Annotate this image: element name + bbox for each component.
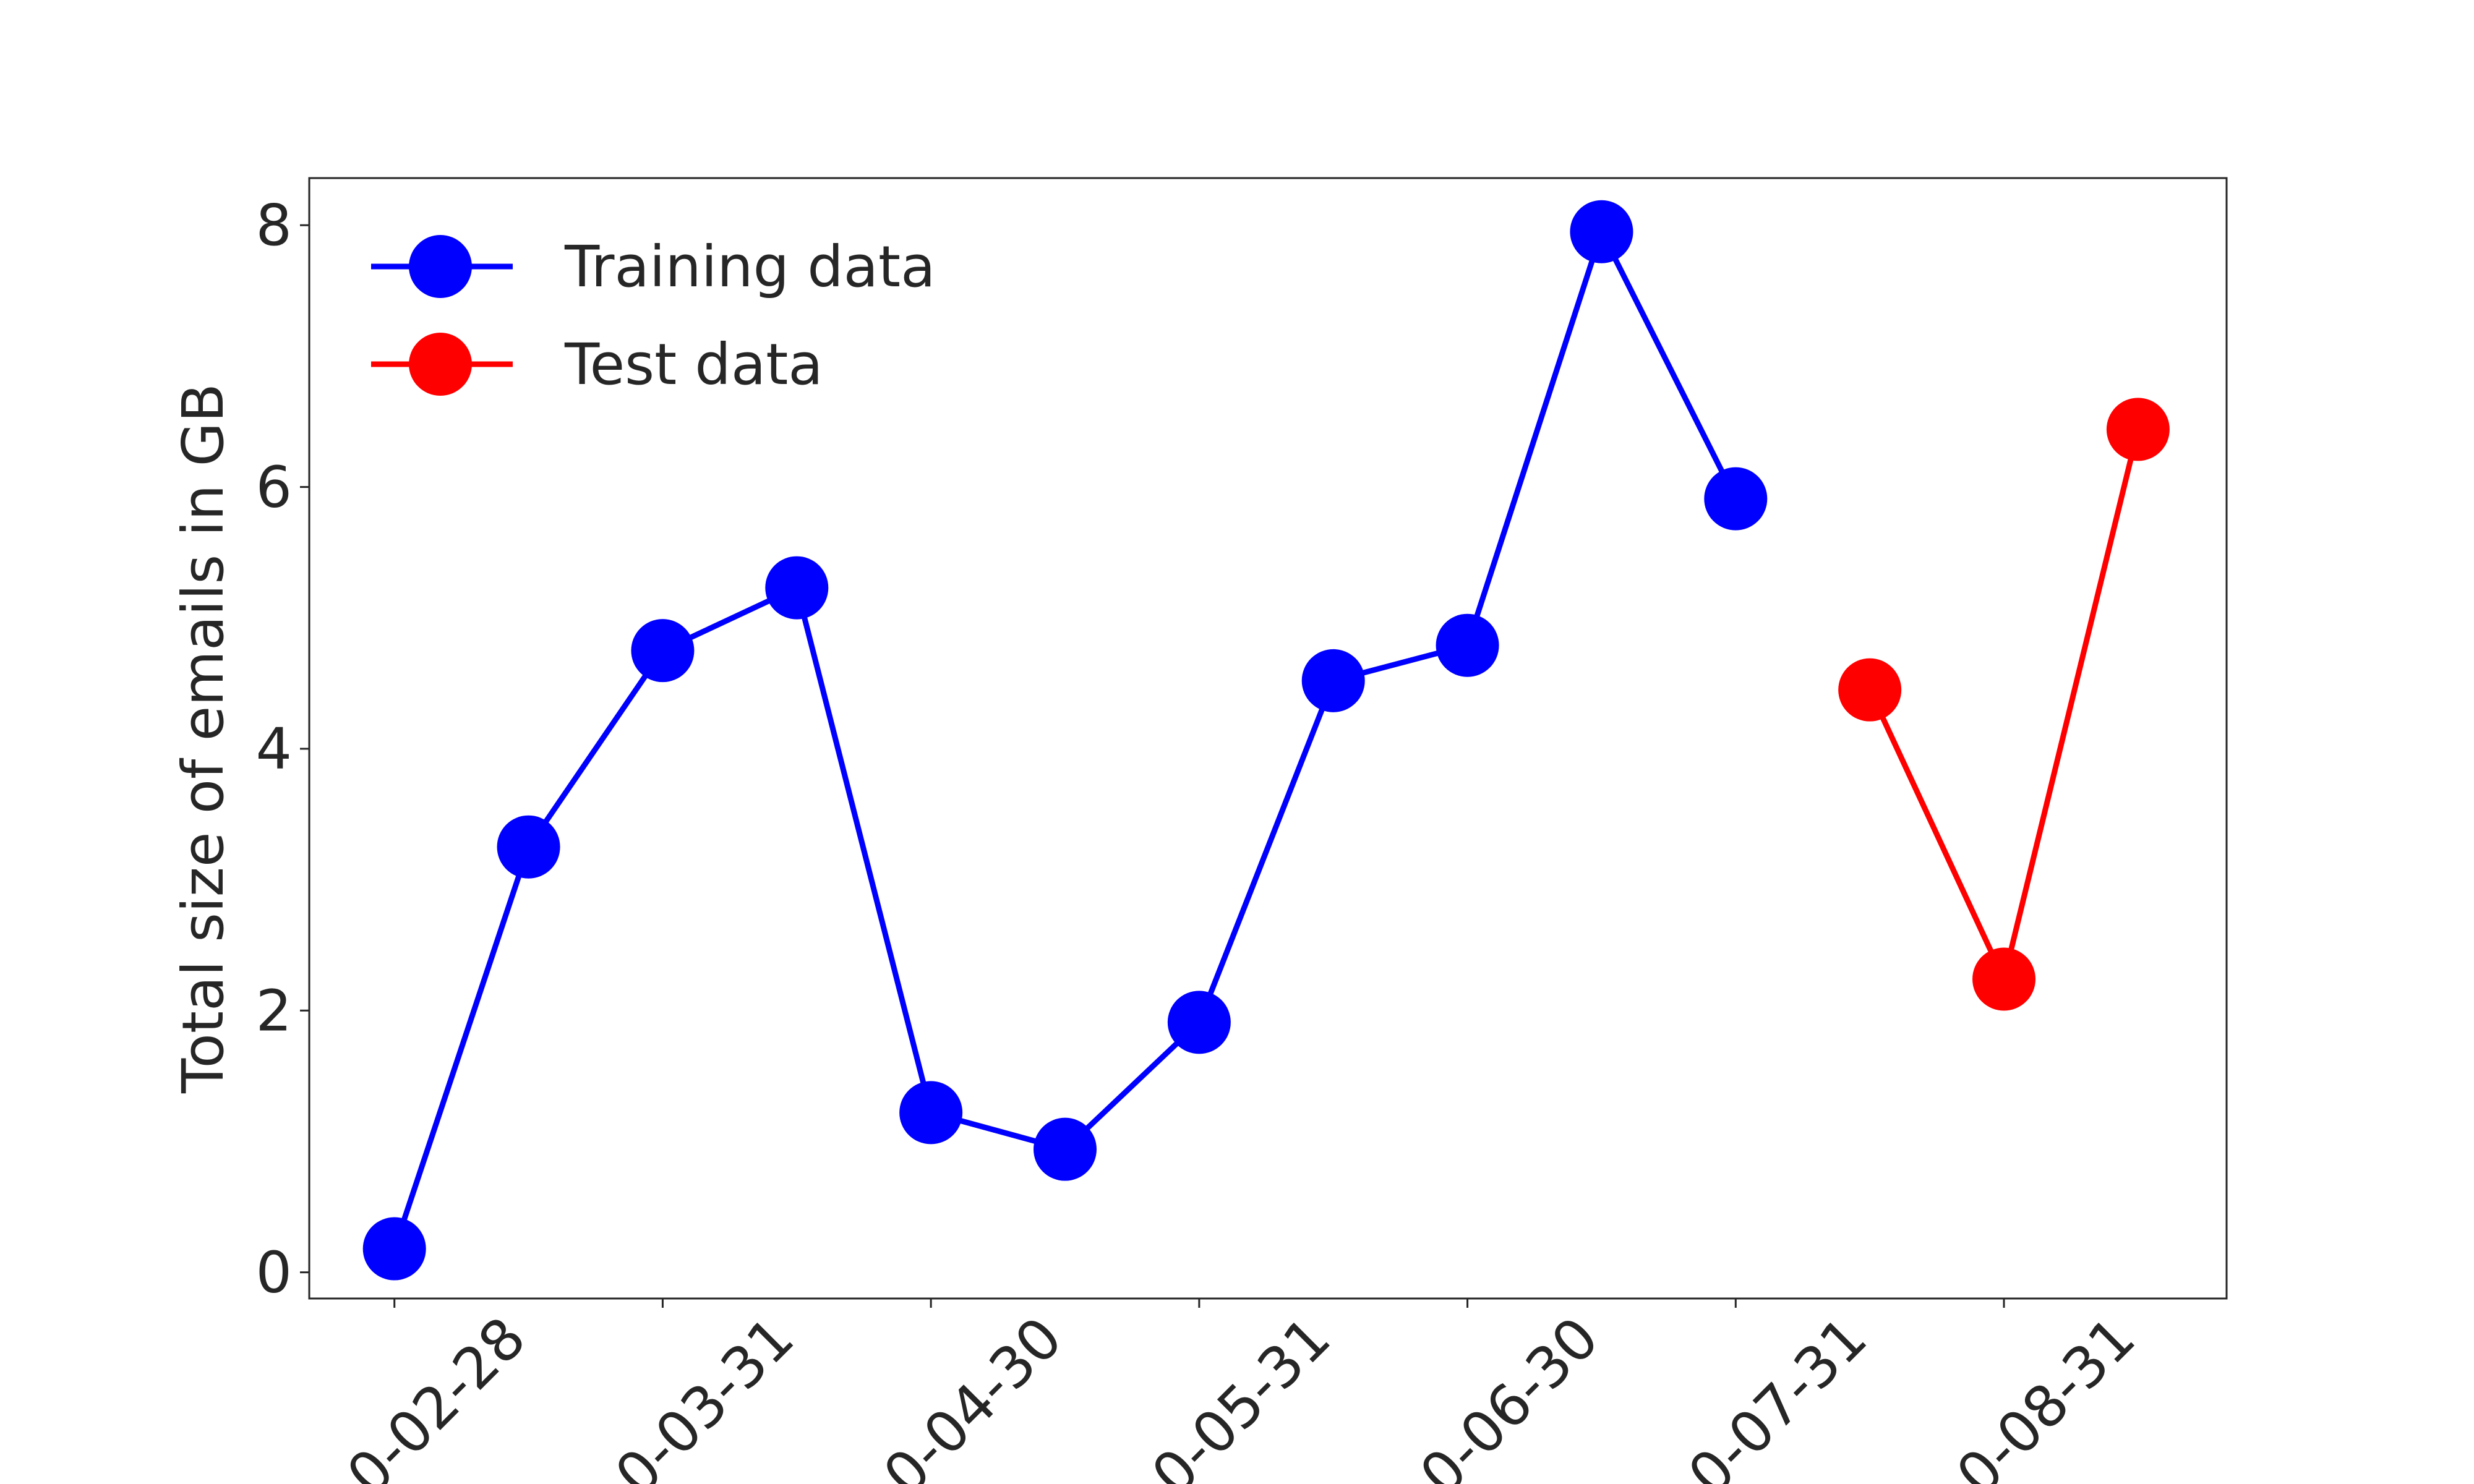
point — [899, 1081, 963, 1145]
point — [2106, 398, 2170, 461]
y-tick-label: 4 — [255, 716, 292, 782]
point — [1436, 613, 1499, 677]
y-tick-label: 2 — [255, 978, 292, 1044]
legend-marker — [409, 235, 472, 298]
x-tick-label: 0-02-28 — [335, 1305, 539, 1484]
point — [1972, 947, 2036, 1011]
plot-frame — [308, 177, 2228, 1300]
point — [1167, 991, 1231, 1054]
y-tick-label: 0 — [255, 1240, 292, 1306]
x-tick-label: 0-07-31 — [1676, 1305, 1880, 1484]
point — [497, 815, 560, 879]
series-line — [1867, 429, 2141, 982]
y-tick-label: 8 — [255, 192, 292, 258]
point — [1704, 467, 1768, 531]
x-tick-label: 0-04-30 — [871, 1305, 1075, 1484]
point — [1838, 658, 1902, 722]
point — [1301, 649, 1365, 712]
y-axis-label: Total size of emails in GB — [170, 383, 236, 1094]
point — [631, 619, 695, 683]
x-tick-label: 0-03-31 — [602, 1305, 807, 1484]
point — [765, 556, 829, 620]
point — [1034, 1117, 1097, 1181]
point — [362, 1217, 426, 1281]
legend-marker — [409, 333, 472, 396]
x-tick-label: 0-08-31 — [1944, 1305, 2148, 1484]
point — [1570, 200, 1633, 263]
x-tick-label: 0-06-30 — [1408, 1305, 1612, 1484]
legend-label: Training data — [564, 234, 935, 300]
x-tick-label: 0-05-31 — [1139, 1305, 1343, 1484]
y-tick-label: 6 — [255, 454, 292, 521]
legend-label: Test data — [564, 331, 823, 398]
